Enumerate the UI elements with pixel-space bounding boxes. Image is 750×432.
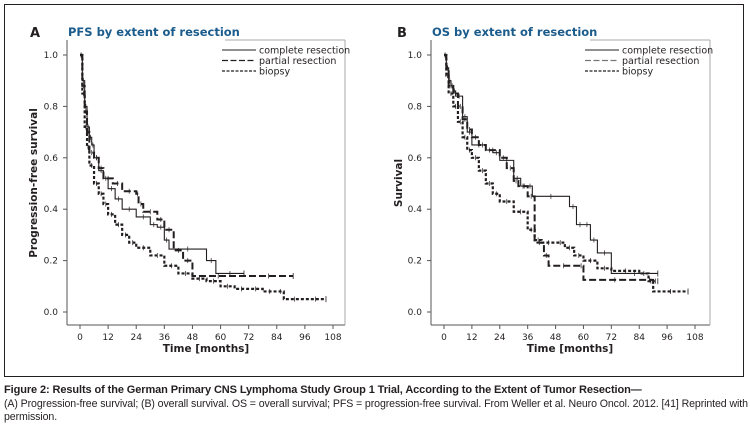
x-tick-label: 72 xyxy=(243,333,254,343)
x-tick-label: 96 xyxy=(661,333,673,343)
panel-letter: B xyxy=(397,26,407,41)
x-tick-label: 84 xyxy=(271,333,283,343)
chart-title: PFS by extent of resection xyxy=(68,25,240,39)
series-line-biopsy xyxy=(80,53,326,301)
panel-letter: A xyxy=(30,26,40,41)
x-tick-label: 12 xyxy=(102,333,113,343)
x-tick-label: 48 xyxy=(550,333,562,343)
y-tick-label: 0.2 xyxy=(408,257,422,267)
x-tick-label: 108 xyxy=(686,333,703,343)
y-tick-label: 1.0 xyxy=(408,51,423,61)
x-tick-label: 12 xyxy=(466,333,477,343)
chart-title: OS by extent of resection xyxy=(432,25,597,39)
series-line-complete-resection xyxy=(80,54,244,274)
legend-label: complete resection xyxy=(622,46,713,57)
x-tick-label: 24 xyxy=(130,333,142,343)
x-tick-label: 36 xyxy=(522,333,534,343)
series-line-partial-resection xyxy=(444,54,658,283)
x-tick-label: 60 xyxy=(578,333,590,343)
x-axis-label: Time [months] xyxy=(527,343,613,355)
y-tick-label: 0.0 xyxy=(44,308,59,318)
figure-frame xyxy=(4,4,744,377)
km-charts: A PFS by extent of resection Progression… xyxy=(28,25,713,355)
legend-label: complete resection xyxy=(259,46,350,57)
x-tick-label: 0 xyxy=(77,333,83,343)
x-axis-label: Time [months] xyxy=(163,343,249,355)
y-axis-label: Survival xyxy=(393,159,405,207)
x-tick-label: 84 xyxy=(633,333,645,343)
x-tick-label: 36 xyxy=(159,333,171,343)
y-tick-label: 0.0 xyxy=(408,308,423,318)
y-tick-label: 0.4 xyxy=(44,205,59,215)
legend-label: biopsy xyxy=(259,67,290,78)
x-tick-label: 48 xyxy=(187,333,199,343)
legend-label: partial resection xyxy=(622,56,699,67)
series-line-biopsy xyxy=(444,53,689,293)
y-tick-label: 0.4 xyxy=(408,205,423,215)
panel-a: A PFS by extent of resection Progression… xyxy=(28,25,350,355)
panel-b: B OS by extent of resection Survival Tim… xyxy=(393,25,713,355)
y-tick-label: 0.2 xyxy=(44,257,58,267)
y-tick-label: 1.0 xyxy=(44,51,59,61)
y-tick-label: 0.6 xyxy=(44,154,59,164)
caption-text: (A) Progression-free survival; (B) overa… xyxy=(4,397,748,424)
x-tick-label: 108 xyxy=(324,333,341,343)
y-tick-label: 0.8 xyxy=(44,102,59,112)
y-tick-label: 0.6 xyxy=(408,154,423,164)
x-tick-label: 96 xyxy=(299,333,311,343)
legend-label: biopsy xyxy=(622,67,653,78)
x-tick-label: 72 xyxy=(606,333,617,343)
x-tick-label: 0 xyxy=(441,333,447,343)
series-line-complete-resection xyxy=(444,54,658,274)
x-tick-label: 24 xyxy=(494,333,506,343)
series-line-partial-resection xyxy=(80,54,294,278)
y-tick-label: 0.8 xyxy=(408,102,423,112)
x-tick-label: 60 xyxy=(215,333,227,343)
caption-title: Figure 2: Results of the German Primary … xyxy=(4,384,642,396)
y-axis-label: Progression-free survival xyxy=(28,108,40,258)
figure-caption: Figure 2: Results of the German Primary … xyxy=(4,384,749,425)
legend-label: partial resection xyxy=(259,56,336,67)
